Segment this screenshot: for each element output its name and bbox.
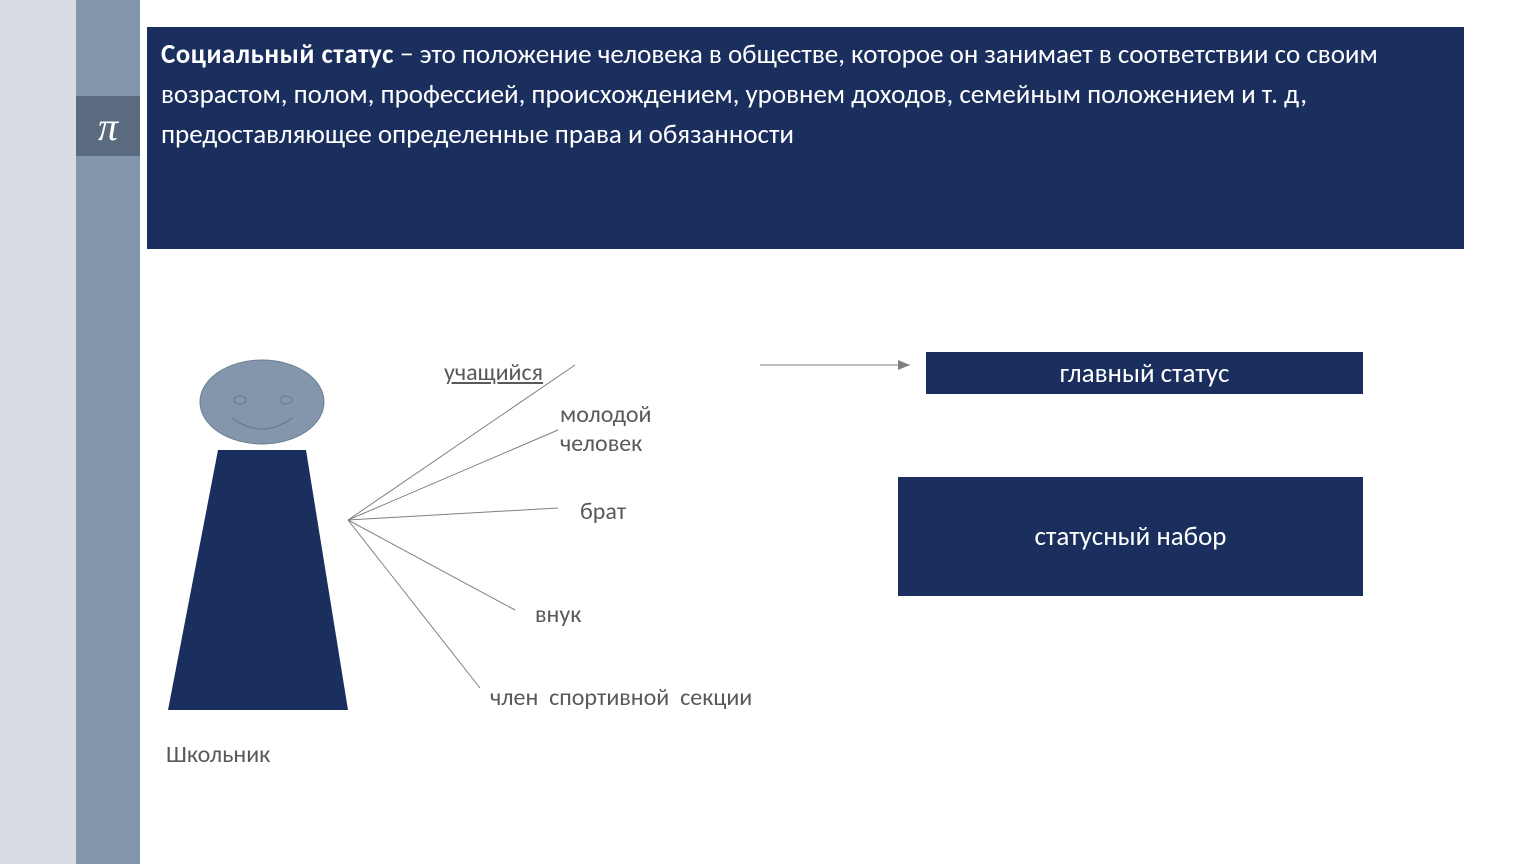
- arrow-to-main-status: [760, 360, 910, 370]
- person-figure: [168, 360, 348, 710]
- figure-caption: Школьник: [166, 740, 270, 769]
- definition-box: Социальный статус − это положение челове…: [147, 27, 1464, 249]
- status-rays: [348, 365, 575, 688]
- status-label-4: член спортивной секции: [490, 683, 752, 712]
- right-margin: [1469, 0, 1533, 864]
- main-status-text: главный статус: [1060, 357, 1230, 390]
- status-label-0: учащийся: [444, 358, 543, 387]
- slide: π Социальный статус − это положение чело…: [0, 0, 1533, 864]
- pi-badge: π: [76, 96, 140, 156]
- status-set-text: статусный набор: [1034, 520, 1226, 553]
- main-status-box: главный статус: [926, 352, 1363, 394]
- pi-symbol: π: [98, 103, 118, 150]
- status-label-3: внук: [535, 600, 581, 629]
- status-label-1: молодой человек: [560, 400, 651, 458]
- status-set-box: статусный набор: [898, 477, 1363, 596]
- definition-term: Социальный статус: [161, 38, 394, 71]
- sidebar-outer: [0, 0, 76, 864]
- status-label-2: брат: [580, 497, 626, 526]
